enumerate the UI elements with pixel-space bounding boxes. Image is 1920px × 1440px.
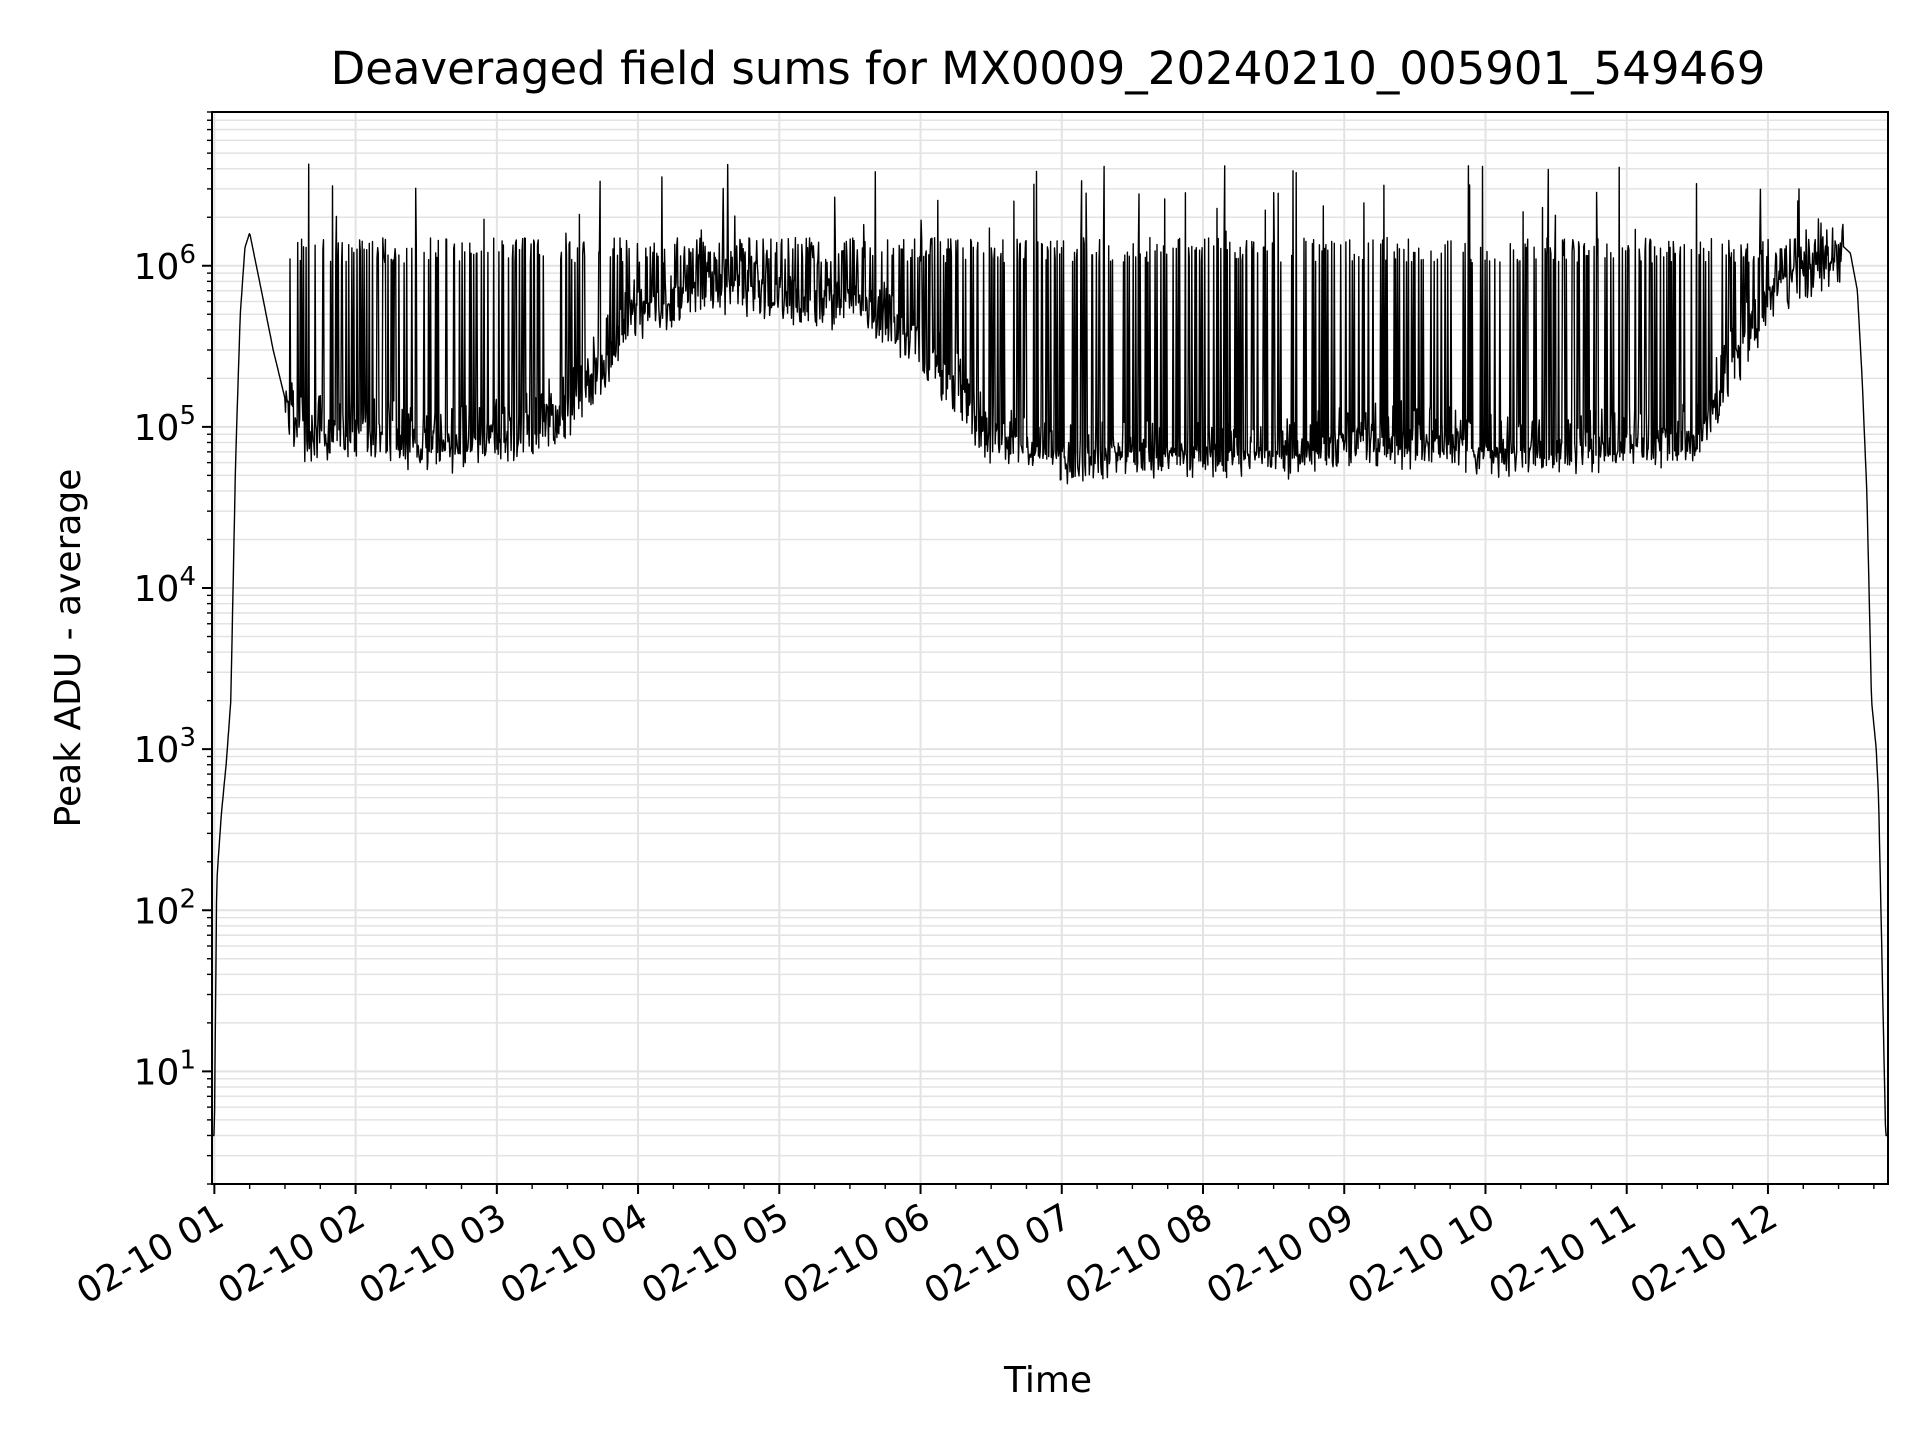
y-tick-label: 102: [134, 884, 196, 932]
x-tick-label: 02-10 09: [1200, 1196, 1361, 1312]
chart-title: Deaveraged field sums for MX0009_2024021…: [331, 42, 1766, 95]
x-tick-label: 02-10 02: [211, 1196, 372, 1312]
x-tick-label: 02-10 05: [635, 1196, 796, 1312]
plot-frame: [211, 111, 1889, 1185]
y-tick-label: 104: [134, 562, 196, 610]
x-axis-label: Time: [1003, 1360, 1092, 1401]
series-line: [211, 163, 1889, 1137]
x-tick-label: 02-10 01: [70, 1196, 231, 1312]
x-tick-label: 02-10 04: [494, 1196, 655, 1312]
x-tick-label: 02-10 06: [776, 1196, 937, 1312]
y-tick-label: 106: [134, 240, 196, 288]
x-tick-label: 02-10 11: [1483, 1196, 1644, 1312]
y-axis-label: Peak ADU - average: [48, 469, 89, 828]
x-tick-label: 02-10 10: [1341, 1196, 1502, 1312]
x-tick-label: 02-10 07: [918, 1196, 1079, 1312]
y-tick-label: 103: [134, 723, 196, 771]
x-tick-label: 02-10 12: [1624, 1196, 1785, 1312]
y-tick-label: 105: [134, 401, 196, 449]
x-tick-label: 02-10 03: [353, 1196, 514, 1312]
x-tick-label: 02-10 08: [1059, 1196, 1220, 1312]
data-series: [211, 163, 1889, 1137]
y-tick-label: 101: [134, 1045, 196, 1093]
y-axis: 101 102 103 104 105 106: [134, 111, 212, 1185]
